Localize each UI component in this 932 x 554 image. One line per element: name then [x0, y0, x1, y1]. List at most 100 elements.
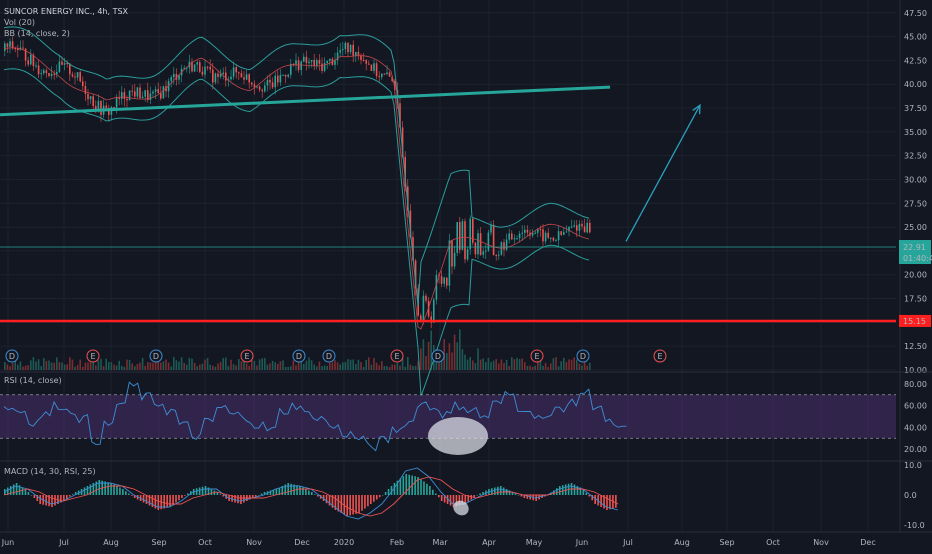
volume-bar: [355, 364, 357, 370]
macd-histogram-bar: [275, 489, 278, 495]
volume-bar: [165, 359, 167, 370]
candle-body: [71, 74, 74, 77]
candle-body: [147, 90, 149, 100]
rsi-label[interactable]: RSI (14, close): [4, 376, 62, 385]
macd-histogram-bar: [609, 495, 611, 510]
volume-bar: [453, 334, 456, 370]
symbol-label[interactable]: SUNCOR ENERGY INC., 4h, TSX: [4, 7, 129, 16]
candle-body: [326, 60, 328, 63]
volume-bar: [391, 364, 393, 370]
macd-histogram-bar: [60, 495, 62, 503]
volume-bar: [24, 365, 27, 370]
candle-body: [217, 73, 219, 77]
candle-body: [414, 260, 417, 289]
event-marker-label: D: [580, 352, 586, 361]
macd-histogram-bar: [494, 487, 496, 495]
volume-bar: [472, 360, 474, 370]
candle-body: [446, 277, 448, 286]
candle-body: [196, 62, 198, 65]
candle-body: [435, 274, 438, 300]
volume-bar: [284, 366, 287, 370]
volume-bar: [22, 366, 24, 370]
volume-bar: [92, 358, 94, 370]
volume-bar: [534, 365, 536, 370]
candle-body: [170, 77, 172, 82]
volume-bar: [557, 366, 560, 370]
rsi-tick-label-3: 20.00: [904, 445, 927, 454]
macd-histogram-bar: [588, 495, 591, 497]
macd-histogram-bar: [558, 486, 561, 495]
volume-bar: [492, 360, 495, 370]
volume-bar: [95, 365, 97, 370]
macd-histogram-bar: [243, 495, 245, 503]
candle-body: [459, 222, 461, 250]
macd-histogram-bar: [36, 495, 39, 501]
event-marker-label: D: [326, 352, 332, 361]
volume-bar: [560, 361, 562, 370]
volume-bar: [17, 364, 19, 370]
bb-label[interactable]: BB (14, close, 2): [4, 29, 70, 38]
candle-body: [464, 221, 466, 260]
macd-histogram-bar: [260, 493, 263, 495]
macd-histogram-bar: [122, 489, 124, 495]
volume-bar: [430, 330, 432, 370]
projection-arrow-line: [625, 104, 701, 242]
volume-bar: [396, 363, 399, 370]
macd-histogram-bar: [426, 483, 428, 495]
time-tick-label-6: Dec: [294, 538, 309, 547]
candle-body: [576, 225, 578, 231]
event-marker-label: D: [435, 352, 441, 361]
candle-body: [121, 92, 123, 99]
macd-histogram-bar: [349, 495, 351, 516]
volume-bar: [6, 364, 9, 370]
candle-body: [193, 64, 196, 72]
volume-bar: [115, 365, 118, 370]
volume-bar: [451, 352, 453, 370]
macd-histogram-bar: [249, 495, 251, 500]
price-tick-label-14: 12.50: [904, 342, 927, 351]
volume-bar: [45, 360, 48, 370]
candle-body: [240, 73, 243, 78]
macd-histogram-bar: [603, 495, 605, 509]
candle-body: [490, 224, 492, 233]
event-marker-circle: [431, 349, 445, 363]
macd-histogram-bar: [514, 493, 517, 495]
event-marker-circle: [240, 349, 254, 363]
candle-body: [303, 56, 305, 62]
macd-histogram-bar: [272, 489, 275, 495]
event-marker-circle: [5, 349, 19, 363]
candle-body: [503, 242, 505, 250]
volume-bar: [326, 365, 328, 370]
volume-bar: [53, 362, 55, 370]
volume-bar: [256, 365, 258, 370]
volume-bar: [464, 354, 466, 370]
volume-bar: [204, 359, 206, 370]
event-marker-dividend: [431, 349, 445, 363]
candle-body: [165, 86, 167, 92]
time-tick-label-18: Dec: [860, 538, 875, 547]
volume-bar: [570, 359, 573, 370]
volume-bar: [461, 349, 464, 370]
macd-histogram-bar: [39, 495, 42, 504]
candle-body: [342, 49, 344, 51]
macd-histogram-bar: [600, 495, 602, 507]
macd-histogram-bar: [257, 495, 260, 496]
macd-histogram-bar: [370, 495, 372, 504]
candle-body: [443, 277, 445, 284]
candle-body: [407, 186, 409, 211]
macd-label[interactable]: MACD (14, 30, RSI, 25): [4, 467, 96, 476]
volume-bar: [121, 365, 123, 370]
volume-bar: [573, 357, 575, 370]
macd-histogram-bar: [163, 495, 166, 509]
macd-histogram-bar: [299, 486, 301, 495]
candle-body: [266, 79, 269, 86]
macd-histogram-bar: [54, 495, 56, 506]
candle-body: [261, 89, 263, 92]
volume-label[interactable]: Vol (20): [4, 18, 35, 27]
macd-signal-line: [3, 476, 619, 517]
volume-bar: [526, 366, 529, 370]
price-tick-label-11: 20.00: [904, 271, 927, 280]
volume-bar: [321, 366, 323, 370]
macd-histogram-bar: [305, 489, 307, 495]
macd-histogram-bar: [358, 495, 360, 513]
